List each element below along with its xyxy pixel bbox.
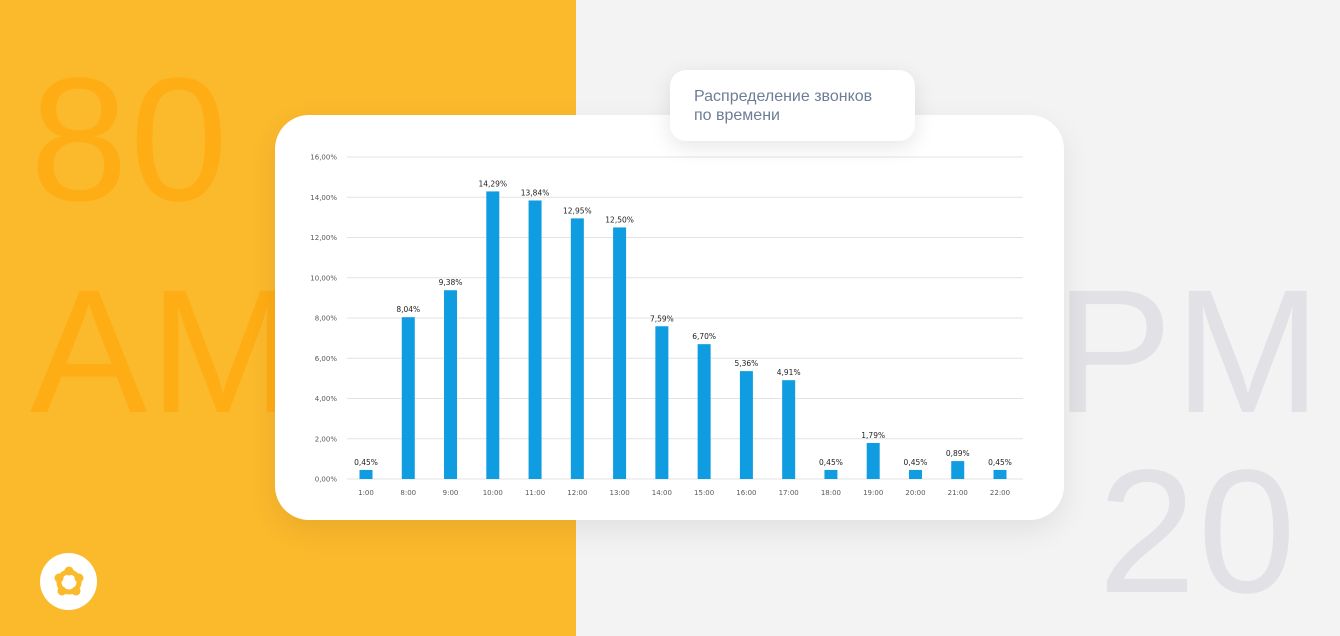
bar xyxy=(697,344,711,479)
data-label: 0,45% xyxy=(819,458,843,467)
caption-line-2: по времени xyxy=(694,107,780,124)
y-tick-label: 12,00% xyxy=(310,234,337,242)
bar xyxy=(866,442,880,479)
data-label: 0,45% xyxy=(988,458,1012,467)
x-tick-label: 20:00 xyxy=(905,489,925,497)
bar xyxy=(613,227,627,479)
x-tick-label: 12:00 xyxy=(567,489,587,497)
y-tick-label: 4,00% xyxy=(315,395,338,403)
bg-text-20: 20 xyxy=(1098,434,1298,630)
x-tick-label: 17:00 xyxy=(779,489,799,497)
x-tick-label: 16:00 xyxy=(736,489,756,497)
data-label: 1,79% xyxy=(861,431,885,440)
bg-text-80: 80 xyxy=(30,42,230,238)
x-tick-label: 21:00 xyxy=(948,489,968,497)
x-tick-label: 8:00 xyxy=(400,489,416,497)
data-label: 12,50% xyxy=(605,215,634,224)
bar xyxy=(570,218,584,479)
bar xyxy=(739,371,753,479)
x-tick-label: 13:00 xyxy=(610,489,630,497)
bar xyxy=(486,191,500,479)
chart-card: 0,00% 2,00% 4,00% 6,00% 8,00% 10,00% 12,00% 14,… xyxy=(275,115,1064,520)
caption-line-1: Распределение звонков xyxy=(694,88,873,105)
x-tick-label: 14:00 xyxy=(652,489,672,497)
bg-text-pm: PM xyxy=(1055,254,1323,450)
bar xyxy=(528,200,542,479)
data-label: 0,45% xyxy=(904,458,928,467)
x-tick-label: 18:00 xyxy=(821,489,841,497)
chart-caption: Распределение звонков по времени xyxy=(670,70,915,141)
y-tick-label: 16,00% xyxy=(310,154,337,162)
x-tick-label: 11:00 xyxy=(525,489,545,497)
bar xyxy=(908,469,922,479)
x-tick-label: 9:00 xyxy=(443,489,459,497)
data-label: 13,84% xyxy=(521,188,550,197)
y-tick-label: 0,00% xyxy=(315,476,338,484)
x-tick-label: 10:00 xyxy=(483,489,503,497)
data-label: 8,04% xyxy=(396,305,420,314)
data-label: 0,89% xyxy=(946,449,970,458)
data-label: 14,29% xyxy=(478,179,507,188)
data-label: 4,91% xyxy=(777,368,801,377)
y-tick-label: 14,00% xyxy=(310,194,337,202)
x-tick-label: 22:00 xyxy=(990,489,1010,497)
logo-badge[interactable] xyxy=(40,553,97,610)
bar xyxy=(782,380,796,479)
x-tick-label: 19:00 xyxy=(863,489,883,497)
y-tick-label: 2,00% xyxy=(315,435,338,443)
bar xyxy=(359,469,373,479)
y-tick-label: 10,00% xyxy=(310,274,337,282)
y-tick-label: 8,00% xyxy=(315,315,338,323)
data-label: 9,38% xyxy=(439,278,463,287)
bar xyxy=(951,461,965,479)
bar xyxy=(444,290,458,479)
x-tick-label: 15:00 xyxy=(694,489,714,497)
brand-logo-icon xyxy=(54,566,83,595)
data-label: 7,59% xyxy=(650,314,674,323)
bar xyxy=(655,326,669,479)
data-label: 5,36% xyxy=(734,359,758,368)
bar xyxy=(993,469,1007,479)
bar xyxy=(401,317,415,479)
bar-chart: 0,00% 2,00% 4,00% 6,00% 8,00% 10,00% 12,00% 14,… xyxy=(310,154,1023,497)
data-label: 6,70% xyxy=(692,332,716,341)
y-tick-label: 6,00% xyxy=(315,355,338,363)
bar xyxy=(824,469,838,479)
x-tick-label: 1:00 xyxy=(358,489,374,497)
bg-text-am: AM xyxy=(30,254,298,450)
data-label: 12,95% xyxy=(563,206,592,215)
data-label: 0,45% xyxy=(354,458,378,467)
